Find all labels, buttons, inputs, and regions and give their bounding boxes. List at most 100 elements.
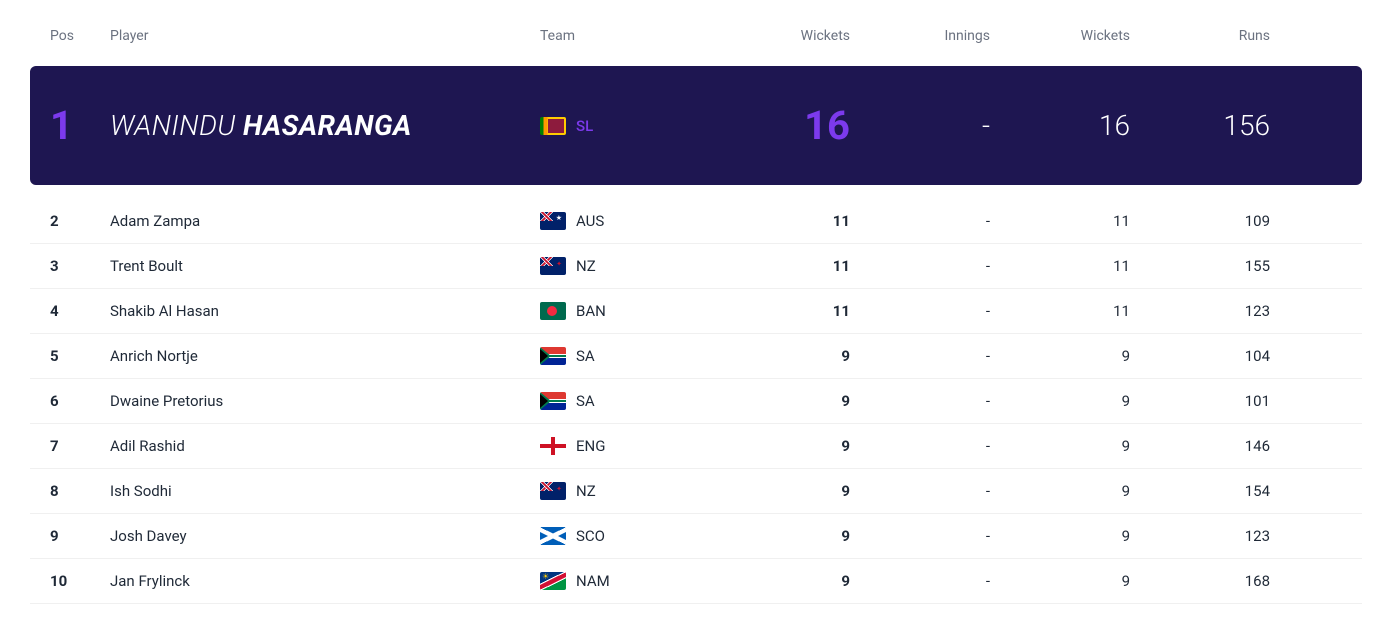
table-row[interactable]: 3Trent BoultNZ11-11155 <box>30 244 1362 289</box>
row-innings: - <box>850 572 990 590</box>
row-innings: - <box>850 482 990 500</box>
row-wickets2: 9 <box>990 482 1130 500</box>
col-player: Player <box>110 28 540 44</box>
featured-runs: 156 <box>1130 109 1270 142</box>
row-team-code: NZ <box>576 257 596 275</box>
table-row[interactable]: 2Adam ZampaAUS11-11109 <box>30 199 1362 244</box>
row-innings: - <box>850 392 990 410</box>
row-player: Shakib Al Hasan <box>110 302 540 320</box>
row-wickets: 9 <box>710 437 850 455</box>
row-team: SCO <box>540 527 710 545</box>
table-row[interactable]: 5Anrich NortjeSA9-9104 <box>30 334 1362 379</box>
row-pos: 10 <box>50 572 110 590</box>
row-pos: 8 <box>50 482 110 500</box>
featured-player-name: WANINDU HASARANGA <box>110 109 540 142</box>
featured-innings: - <box>850 109 990 142</box>
row-wickets2: 9 <box>990 572 1130 590</box>
row-team: BAN <box>540 302 710 320</box>
row-innings: - <box>850 437 990 455</box>
row-wickets: 11 <box>710 212 850 230</box>
table-body: 2Adam ZampaAUS11-111093Trent BoultNZ11-1… <box>30 199 1362 604</box>
row-pos: 4 <box>50 302 110 320</box>
flag-icon <box>540 212 566 230</box>
row-player: Trent Boult <box>110 257 540 275</box>
flag-icon <box>540 437 566 455</box>
flag-icon <box>540 117 566 135</box>
row-runs: 104 <box>1130 347 1270 365</box>
flag-icon <box>540 347 566 365</box>
row-team-code: AUS <box>576 212 604 230</box>
flag-icon <box>540 527 566 545</box>
row-team: AUS <box>540 212 710 230</box>
row-player: Ish Sodhi <box>110 482 540 500</box>
col-runs: Runs <box>1130 28 1270 44</box>
col-team: Team <box>540 28 710 44</box>
row-runs: 154 <box>1130 482 1270 500</box>
row-team: SA <box>540 392 710 410</box>
row-pos: 3 <box>50 257 110 275</box>
row-wickets: 9 <box>710 527 850 545</box>
row-innings: - <box>850 212 990 230</box>
rankings-table: Pos Player Team Wickets Innings Wickets … <box>30 20 1362 604</box>
row-team: SA <box>540 347 710 365</box>
table-row[interactable]: 4Shakib Al HasanBAN11-11123 <box>30 289 1362 334</box>
row-runs: 123 <box>1130 302 1270 320</box>
row-runs: 123 <box>1130 527 1270 545</box>
row-team: NZ <box>540 257 710 275</box>
row-team-code: ENG <box>576 437 605 455</box>
featured-player-row[interactable]: 1 WANINDU HASARANGA SL 16 - 16 156 <box>30 66 1362 185</box>
featured-surname: HASARANGA <box>243 109 412 142</box>
row-wickets2: 9 <box>990 437 1130 455</box>
row-team-code: SCO <box>576 527 605 545</box>
row-team-code: SA <box>576 347 595 365</box>
flag-icon <box>540 482 566 500</box>
flag-icon <box>540 392 566 410</box>
row-wickets2: 9 <box>990 392 1130 410</box>
table-header: Pos Player Team Wickets Innings Wickets … <box>30 20 1362 52</box>
table-row[interactable]: 9Josh DaveySCO9-9123 <box>30 514 1362 559</box>
flag-icon <box>540 302 566 320</box>
table-row[interactable]: 7Adil RashidENG9-9146 <box>30 424 1362 469</box>
row-runs: 101 <box>1130 392 1270 410</box>
col-wickets2: Wickets <box>990 28 1130 44</box>
row-team-code: BAN <box>576 302 606 320</box>
row-pos: 9 <box>50 527 110 545</box>
row-wickets: 9 <box>710 347 850 365</box>
row-innings: - <box>850 302 990 320</box>
row-innings: - <box>850 347 990 365</box>
flag-icon <box>540 572 566 590</box>
row-player: Anrich Nortje <box>110 347 540 365</box>
table-row[interactable]: 6Dwaine PretoriusSA9-9101 <box>30 379 1362 424</box>
row-wickets: 11 <box>710 302 850 320</box>
row-wickets: 9 <box>710 572 850 590</box>
row-wickets: 11 <box>710 257 850 275</box>
row-wickets2: 9 <box>990 347 1130 365</box>
row-runs: 168 <box>1130 572 1270 590</box>
row-team: ENG <box>540 437 710 455</box>
row-pos: 6 <box>50 392 110 410</box>
featured-pos: 1 <box>50 102 110 149</box>
col-pos: Pos <box>50 28 110 44</box>
featured-first-name: WANINDU <box>110 109 236 142</box>
row-team: NZ <box>540 482 710 500</box>
table-row[interactable]: 10Jan FrylinckNAM9-9168 <box>30 559 1362 604</box>
row-runs: 146 <box>1130 437 1270 455</box>
row-innings: - <box>850 257 990 275</box>
row-player: Adam Zampa <box>110 212 540 230</box>
featured-team: SL <box>540 117 710 135</box>
row-wickets2: 11 <box>990 212 1130 230</box>
featured-team-code: SL <box>576 117 593 135</box>
row-team: NAM <box>540 572 710 590</box>
row-runs: 109 <box>1130 212 1270 230</box>
featured-wickets2: 16 <box>990 109 1130 142</box>
row-player: Jan Frylinck <box>110 572 540 590</box>
row-wickets: 9 <box>710 392 850 410</box>
table-row[interactable]: 8Ish SodhiNZ9-9154 <box>30 469 1362 514</box>
row-player: Josh Davey <box>110 527 540 545</box>
row-pos: 5 <box>50 347 110 365</box>
row-player: Dwaine Pretorius <box>110 392 540 410</box>
row-wickets: 9 <box>710 482 850 500</box>
col-innings: Innings <box>850 28 990 44</box>
col-wickets: Wickets <box>710 28 850 44</box>
row-wickets2: 9 <box>990 527 1130 545</box>
